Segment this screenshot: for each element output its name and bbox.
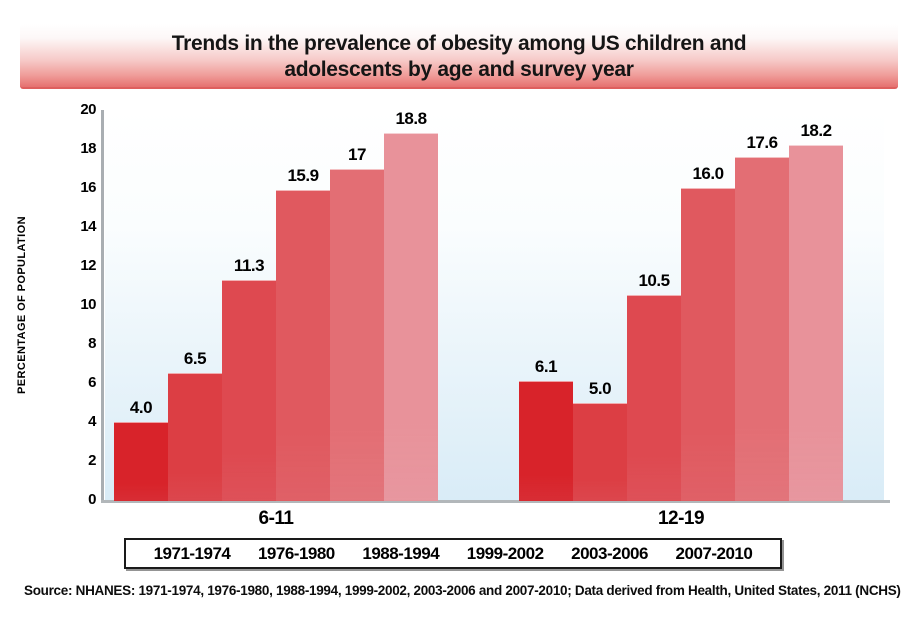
x-axis-line	[101, 500, 890, 503]
legend-item-2003-2006: 2003-2006	[571, 543, 648, 563]
bar-value-label: 17.6	[746, 132, 778, 152]
y-tick-label: 0	[88, 491, 96, 508]
bar-6-11-1971-1974	[114, 422, 168, 501]
source-note: Source: NHANES: 1971-1974, 1976-1980, 19…	[24, 583, 901, 598]
bar-12-19-1999-2002	[681, 188, 735, 501]
legend-item-1999-2002: 1999-2002	[466, 543, 544, 563]
legend-item-2007-2010: 2007-2010	[675, 543, 753, 563]
y-tick-label: 12	[80, 257, 96, 274]
bar-12-19-2003-2006	[735, 156, 789, 501]
y-axis-title: PERCENTAGE OF POPULATION	[14, 110, 30, 500]
bar-6-11-1976-1980	[168, 373, 222, 501]
bar-value-label: 11.3	[233, 255, 265, 275]
bar-value-label: 4.0	[129, 398, 153, 417]
y-tick-label: 14	[80, 218, 96, 235]
bar-value-label: 6.5	[183, 349, 207, 369]
legend-item-1971-1974: 1971-1974	[153, 543, 231, 563]
title-banner: Trends in the prevalence of obesity amon…	[20, 24, 898, 89]
bar-6-11-1988-1994	[222, 279, 276, 501]
group-label-12-19: 12-19	[657, 508, 705, 529]
y-axis-line	[101, 110, 104, 503]
bar-value-label: 5.0	[588, 378, 612, 398]
bar-12-19-2007-2010	[789, 145, 843, 501]
y-tick-label: 20	[80, 101, 96, 118]
y-tick-label: 18	[80, 140, 96, 157]
bar-6-11-2003-2006	[330, 168, 384, 501]
bar-value-label: 6.1	[534, 357, 558, 377]
bar-value-label: 18.2	[800, 121, 832, 141]
bar-12-19-1976-1980	[573, 402, 627, 501]
y-tick-label: 6	[88, 374, 96, 391]
y-tick-label: 2	[88, 452, 96, 469]
y-axis-title-text: PERCENTAGE OF POPULATION	[16, 216, 28, 394]
y-tick-label: 8	[88, 335, 96, 352]
bar-value-label: 18.8	[395, 109, 427, 129]
bar-12-19-1988-1994	[627, 295, 681, 501]
group-label-6-11: 6-11	[258, 508, 294, 529]
bar-value-label: 17	[348, 144, 366, 164]
bar-value-label: 16.0	[692, 164, 724, 183]
bar-value-label: 15.9	[287, 165, 319, 185]
legend-box: 1971-1974 1976-1980 1988-1994 1999-2002 2003…	[124, 538, 782, 569]
bar-12-19-1971-1974	[519, 381, 573, 501]
y-tick-label: 10	[80, 296, 96, 313]
chart-title-line1: Trends in the prevalence of obesity amon…	[171, 32, 747, 55]
bar-6-11-2007-2010	[384, 133, 438, 501]
legend-item-1976-1980: 1976-1980	[257, 543, 335, 563]
y-tick-label: 16	[80, 179, 96, 196]
chart-title-line2: adolescents by age and survey year	[284, 58, 634, 81]
legend-item-1988-1994: 1988-1994	[362, 543, 440, 563]
bar-6-11-1999-2002	[276, 189, 330, 501]
y-tick-label: 4	[88, 413, 96, 430]
bar-value-label: 10.5	[638, 271, 670, 291]
chart-title: Trends in the prevalence of obesity amon…	[20, 24, 898, 83]
